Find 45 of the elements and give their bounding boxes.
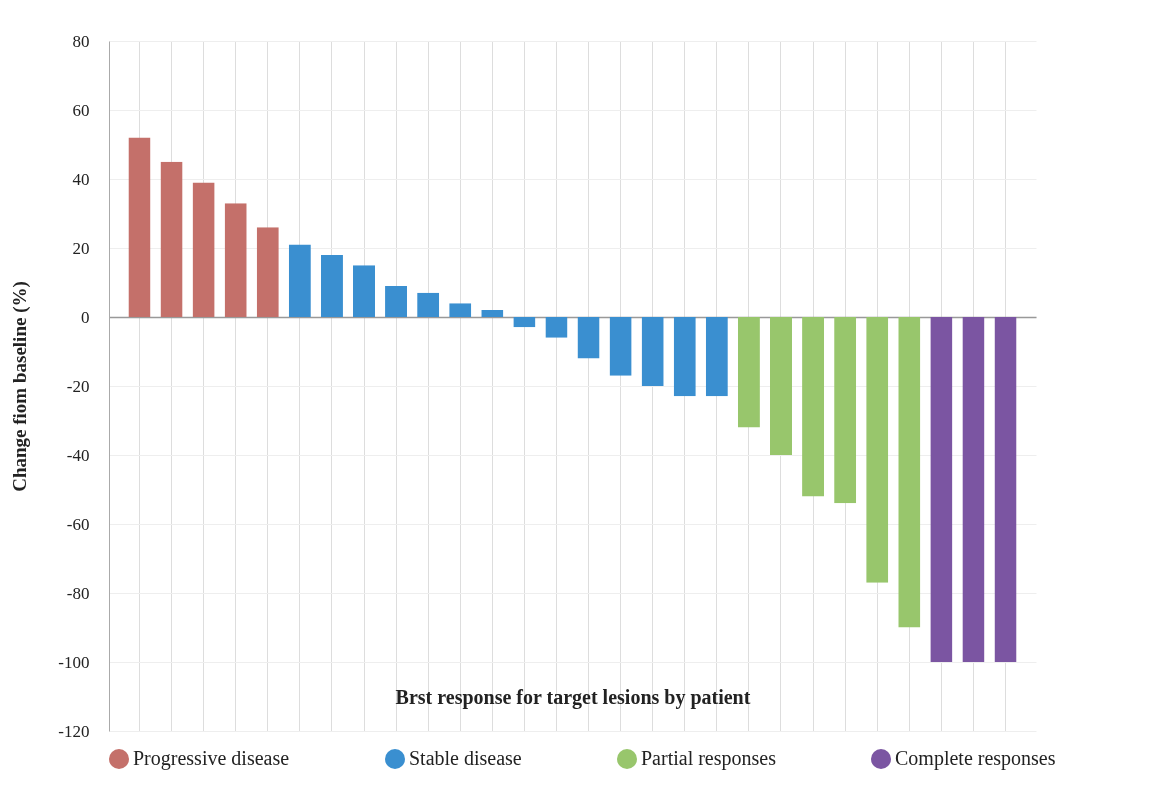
bar [513,317,536,328]
bar [449,303,472,317]
bar [705,317,728,397]
bar [994,317,1017,662]
bar [256,227,279,317]
legend-label: Stable disease [409,747,522,769]
bar [192,182,215,317]
y-tick-label: 0 [81,307,90,327]
bar [577,317,600,359]
y-tick-label: 60 [72,100,90,120]
legend-label: Partial responses [641,747,777,770]
bar [417,292,440,317]
y-tick-label: 80 [72,31,90,51]
bar [160,161,183,317]
bar [802,317,825,497]
bar [962,317,985,662]
bar [737,317,760,428]
bar [353,265,376,317]
y-tick-label: -120 [58,721,90,741]
bar [769,317,792,455]
y-axis-title: Change fiom baseline (%) [9,281,32,492]
bar [641,317,664,386]
bar [545,317,568,338]
x-axis-title: Brst response for target lesions by patient [395,685,751,709]
bar [481,310,504,317]
bar [224,203,247,317]
y-tick-label: 20 [72,238,90,258]
bar [288,244,311,317]
y-tick-label: 40 [72,169,90,189]
bar [673,317,696,397]
y-tick-label: -80 [66,583,90,603]
bar [609,317,632,376]
legend-label: Progressive disease [133,747,290,770]
bar [385,285,408,317]
bar [128,137,151,317]
y-tick-label: -40 [66,445,90,465]
bar [930,317,953,662]
y-tick-label: -20 [66,376,90,396]
bar [898,317,921,628]
bar [834,317,857,504]
y-tick-label: -60 [66,514,90,534]
bar [866,317,889,583]
bar [320,254,343,317]
legend-label: Complete responses [895,747,1056,770]
y-tick-label: -100 [58,652,90,672]
